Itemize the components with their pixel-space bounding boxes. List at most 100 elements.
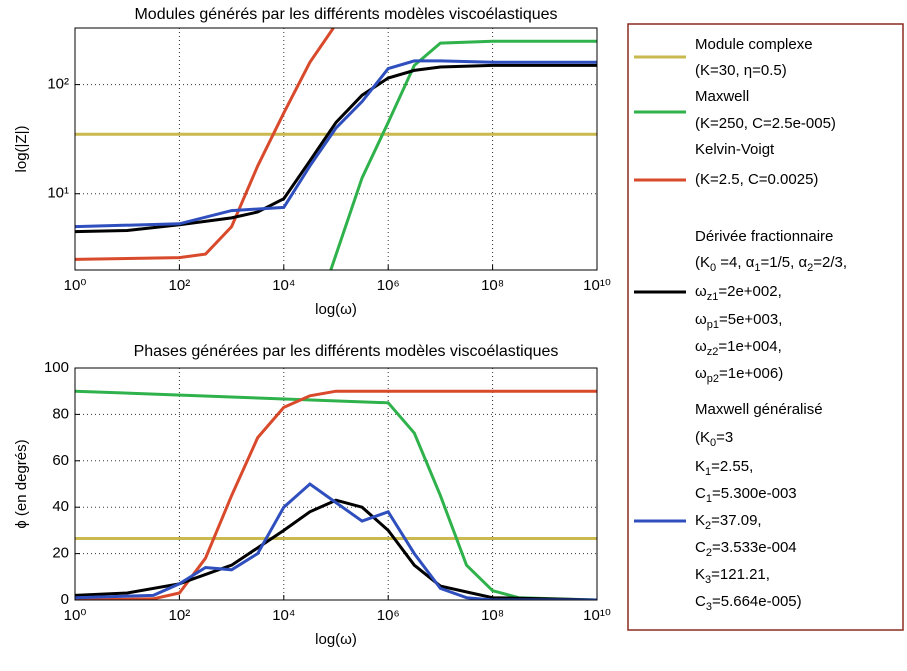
legend-label: C2=3.533e-004 [695,539,797,559]
series-line [75,389,597,600]
legend-label: K3=121.21, [695,566,770,586]
y-tick-label: 10² [47,76,69,93]
legend-subscript: 1 [705,466,711,478]
legend-text: C [695,485,706,502]
legend-text: K [695,458,705,475]
series-line [75,389,597,600]
legend-label: K1=2.55, [695,458,753,478]
series-line [75,63,597,234]
legend-label: (K0=3 [695,429,733,449]
legend-text: C [695,539,706,556]
legend-text: =2e+002, [718,283,781,300]
legend-subscript: 2 [706,547,712,559]
plot-area [75,28,597,270]
legend-text: ω [695,311,707,328]
legend-label: (K=250, C=2.5e-005) [695,115,836,132]
legend-text: =1/5, α [761,254,808,271]
y-tick-label: 40 [52,498,69,515]
legend-subscript: p2 [707,373,719,385]
legend-subscript: 3 [705,574,711,586]
x-tick-label: 10¹⁰ [583,607,611,624]
plot-frame [74,367,598,601]
chart-title: Modules générés par les différents modèl… [134,6,557,23]
legend-label: Maxwell [695,88,749,105]
legend-subscript: 2 [705,520,711,532]
x-tick-label: 10⁸ [481,277,504,294]
legend-text: =37.09, [711,512,761,529]
legend-text: K [695,512,705,529]
legend-label: C3=5.664e-005) [695,593,802,613]
x-tick-label: 10⁰ [64,277,87,294]
legend-text: =1e+006) [719,365,783,382]
x-tick-label: 10⁶ [377,607,400,624]
legend-subscript: 0 [710,262,716,274]
series-line [329,39,597,270]
y-tick-label: 80 [52,405,69,422]
y-axis-label: ϕ (en degrés) [13,439,30,528]
legend-subscript: 2 [807,262,813,274]
legend-text: =2/3, [813,254,847,271]
y-tick-label: 0 [61,591,69,608]
legend-label: Maxwell généralisé [695,401,823,418]
legend-subscript: 1 [706,493,712,505]
series-line [75,482,597,600]
legend-label: (K0 =4, α1=1/5, α2=2/3, [695,254,847,274]
x-tick-label: 10² [169,607,191,624]
legend-label: (K=30, η=0.5) [695,62,787,79]
chart-title: Phases générées par les différents modèl… [134,343,559,360]
y-tick-label: 20 [52,545,69,562]
series-line [75,28,335,261]
y-axis-label: log(|Z|) [13,126,30,173]
legend-text: =3 [716,429,733,446]
y-tick-label: 100 [44,359,69,376]
legend-subscript: 1 [754,262,760,274]
legend-text: =4, α [716,254,755,271]
legend-label: (K=2.5, C=0.0025) [695,171,818,188]
legend-text: =5.664e-005) [712,593,802,610]
legend-text: =5.300e-003 [712,485,797,502]
legend-subscript: 3 [706,601,712,613]
legend-text: (K [695,429,710,446]
legend-label: Kelvin-Voigt [695,141,775,158]
legend-label: K2=37.09, [695,512,762,532]
legend-label: Module complexe [695,36,813,53]
y-tick-label: 60 [52,452,69,469]
legend-text: =5e+003, [719,311,782,328]
legend-label: ωp1=5e+003, [695,311,782,331]
legend-text: (K [695,254,710,271]
legend-label: C1=5.300e-003 [695,485,797,505]
legend-text: K [695,566,705,583]
legend-label: ωz2=1e+004, [695,338,782,358]
x-tick-label: 10⁴ [272,277,295,294]
legend-subscript: 0 [710,437,716,449]
legend-box [627,23,904,631]
legend-text: ω [695,365,707,382]
legend-text: C [695,593,706,610]
legend-text: =3.533e-004 [712,539,797,556]
legend-label: ωp2=1e+006) [695,365,783,385]
x-tick-label: 10⁰ [64,607,87,624]
x-tick-label: 10⁴ [272,607,295,624]
legend-text: =1e+004, [718,338,781,355]
legend-text: =2.55, [711,458,753,475]
plot-area [75,368,597,600]
x-axis-label: log(ω) [315,301,357,318]
x-tick-label: 10⁸ [481,607,504,624]
legend-label: ωz1=2e+002, [695,283,782,303]
legend-text: ω [695,338,707,355]
plot-frame [74,27,598,271]
legend-text: =121.21, [711,566,770,583]
legend-text: ω [695,283,707,300]
legend-subscript: p1 [707,319,719,331]
legend-subscript: z1 [707,291,719,303]
series-line [75,59,597,229]
x-tick-label: 10¹⁰ [583,277,611,294]
y-tick-label: 10¹ [47,185,69,202]
x-tick-label: 10² [169,277,191,294]
legend-subscript: z2 [707,346,719,358]
legend-label: Dérivée fractionnaire [695,228,833,245]
x-tick-label: 10⁶ [377,277,400,294]
x-axis-label: log(ω) [315,631,357,648]
